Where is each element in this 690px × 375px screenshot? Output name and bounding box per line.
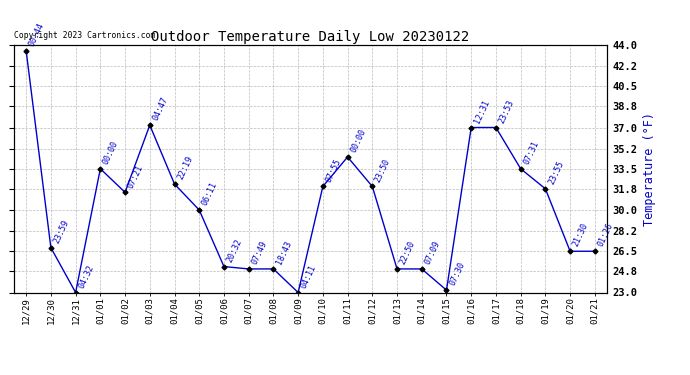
Y-axis label: Temperature (°F): Temperature (°F) xyxy=(642,112,655,226)
Text: 01:26: 01:26 xyxy=(596,222,615,248)
Text: 23:53: 23:53 xyxy=(497,98,516,124)
Text: 04:11: 04:11 xyxy=(299,263,318,290)
Text: 07:30: 07:30 xyxy=(448,261,466,287)
Text: 04:47: 04:47 xyxy=(151,96,170,122)
Text: 20:32: 20:32 xyxy=(225,237,244,264)
Text: 07:31: 07:31 xyxy=(522,140,541,166)
Text: 07:09: 07:09 xyxy=(423,240,442,266)
Text: 07:49: 07:49 xyxy=(250,240,268,266)
Text: 23:50: 23:50 xyxy=(373,157,393,183)
Text: 22:19: 22:19 xyxy=(176,154,195,181)
Text: 04:32: 04:32 xyxy=(77,263,96,290)
Text: 07:21: 07:21 xyxy=(126,163,145,189)
Text: 12:31: 12:31 xyxy=(473,98,491,124)
Text: Copyright 2023 Cartronics.com: Copyright 2023 Cartronics.com xyxy=(14,31,155,40)
Text: 18:43: 18:43 xyxy=(275,240,293,266)
Text: 23:55: 23:55 xyxy=(546,159,565,186)
Text: 22:50: 22:50 xyxy=(398,240,417,266)
Title: Outdoor Temperature Daily Low 20230122: Outdoor Temperature Daily Low 20230122 xyxy=(151,30,470,44)
Text: 06:11: 06:11 xyxy=(201,181,219,207)
Text: 21:30: 21:30 xyxy=(571,222,590,248)
Text: 23:59: 23:59 xyxy=(52,218,71,245)
Text: 00:44: 00:44 xyxy=(28,21,46,48)
Text: 00:00: 00:00 xyxy=(101,140,120,166)
Text: 00:00: 00:00 xyxy=(349,128,368,154)
Text: 07:55: 07:55 xyxy=(324,157,343,183)
